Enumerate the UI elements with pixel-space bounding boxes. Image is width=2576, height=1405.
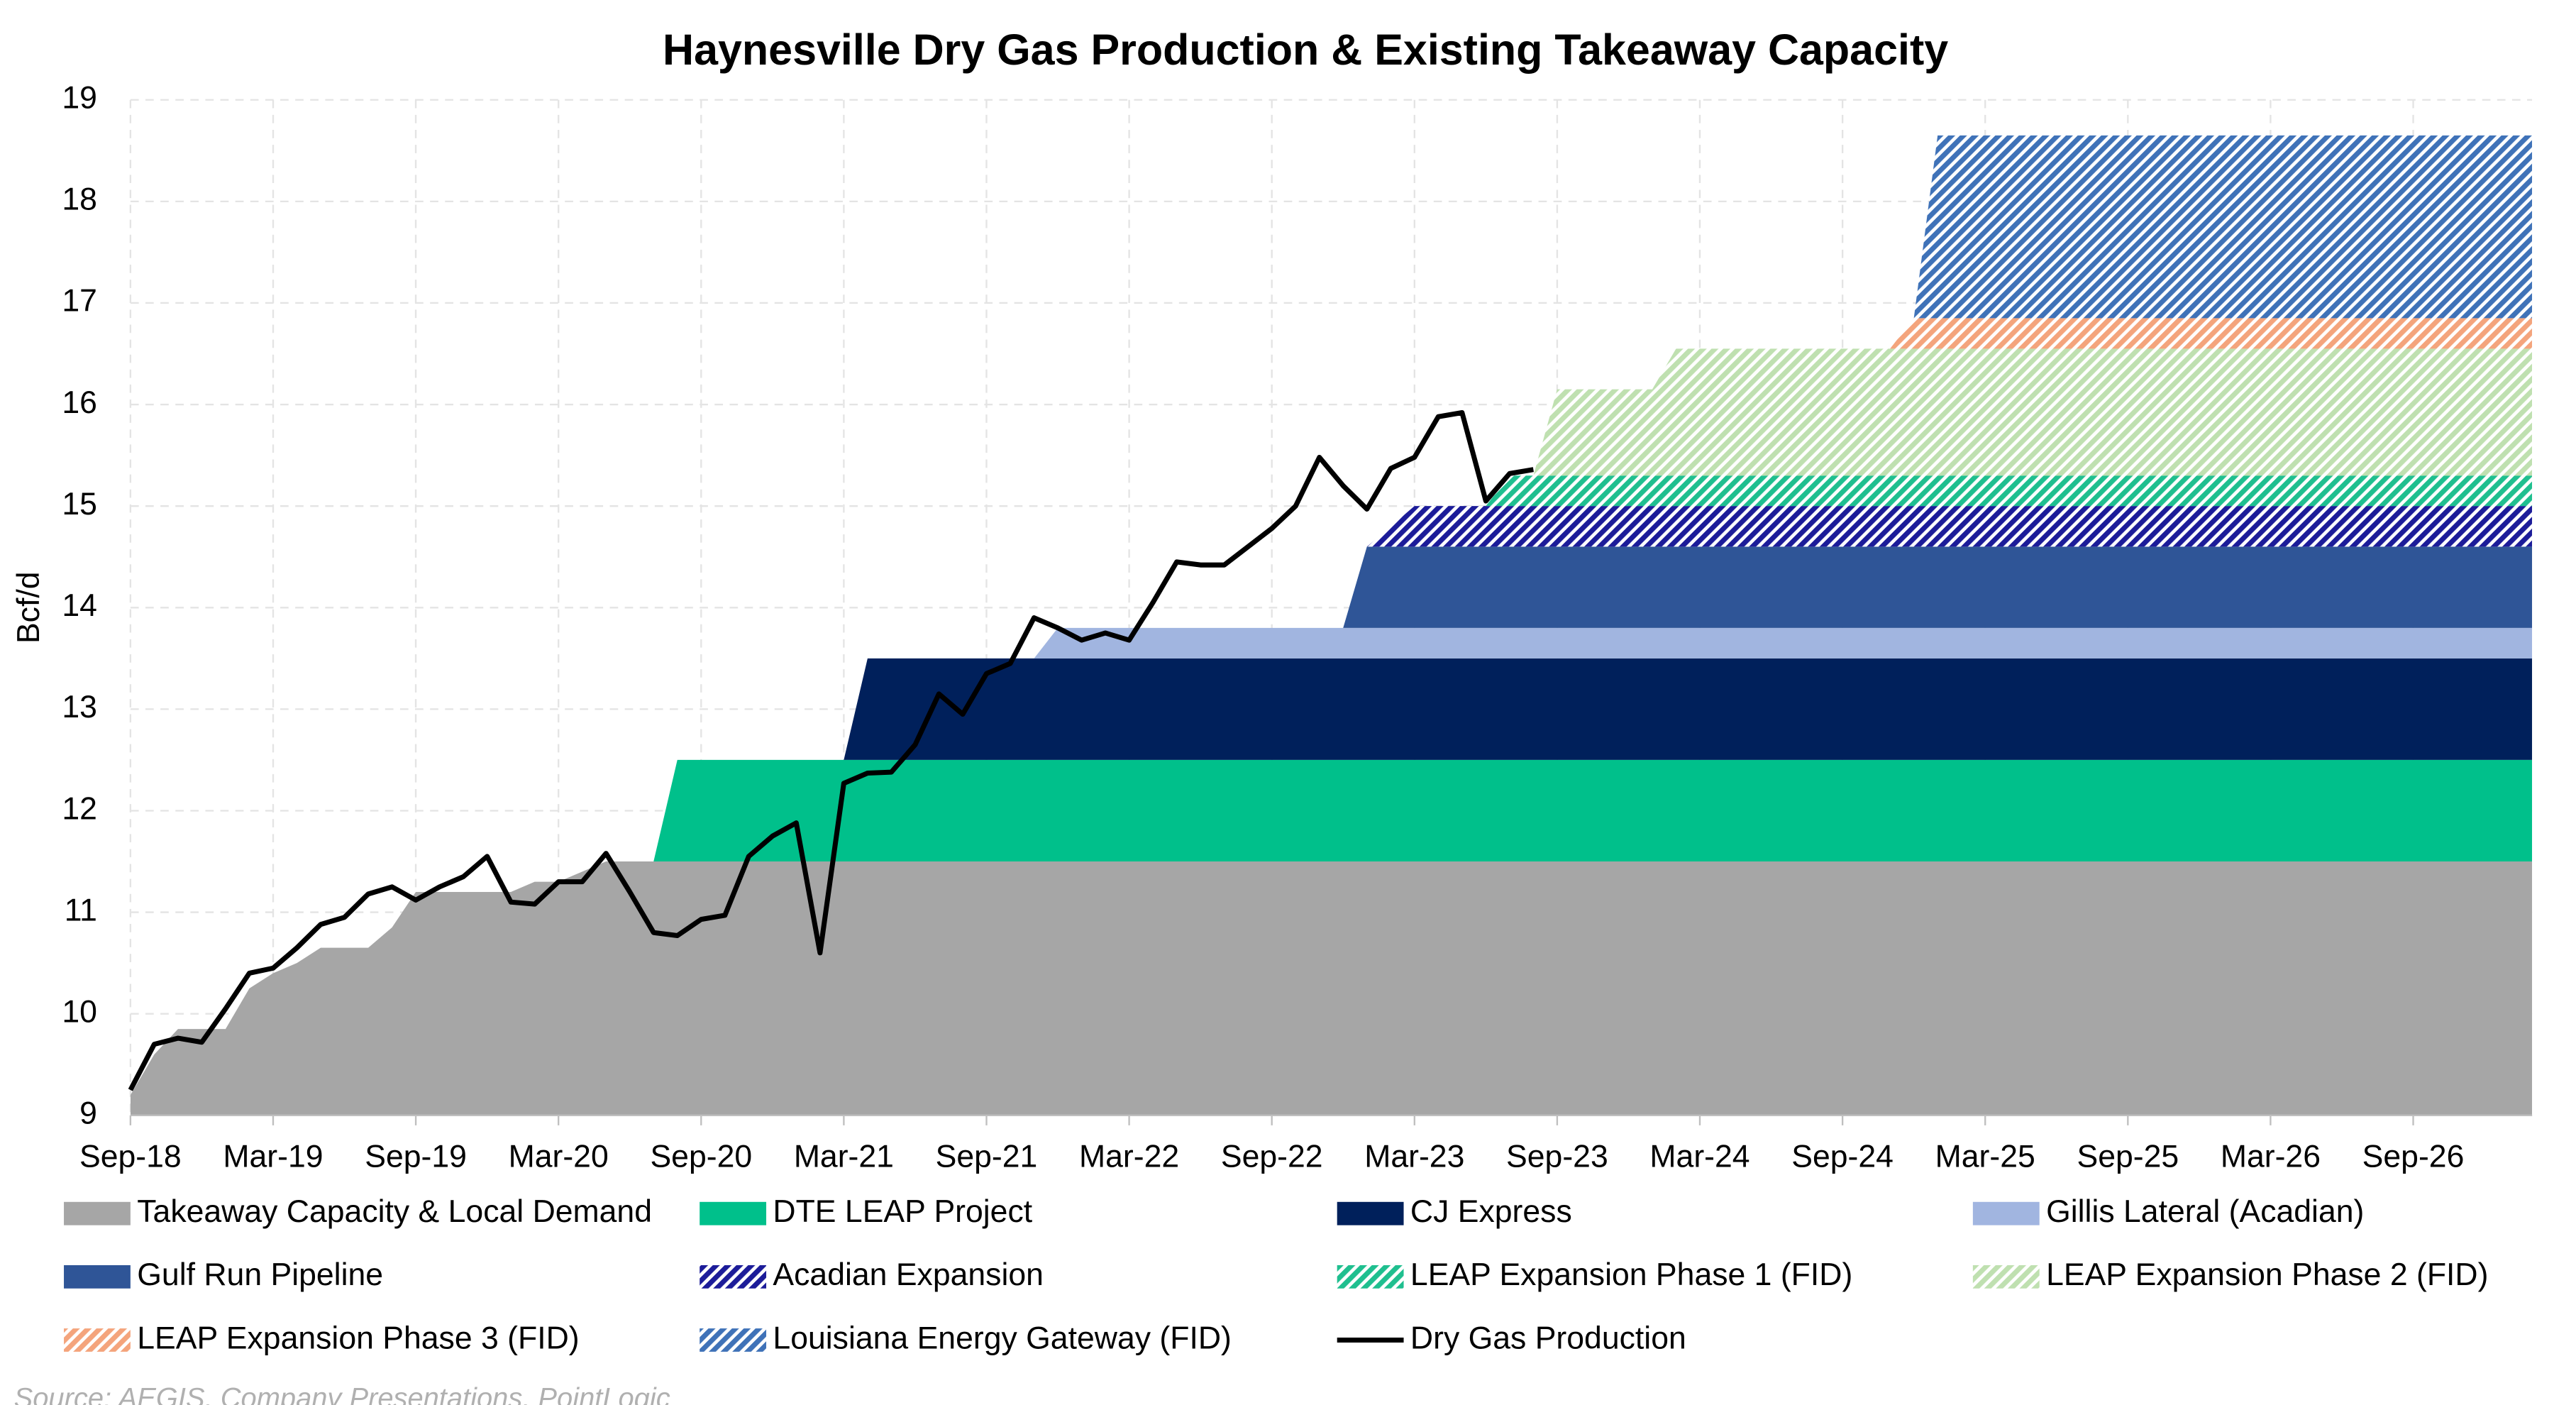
capacity-area [130, 759, 2533, 1096]
x-tick-label: Sep-25 [2077, 1140, 2179, 1174]
legend-swatch [1972, 1201, 2040, 1225]
chart-title: Haynesville Dry Gas Production & Existin… [663, 26, 1948, 74]
x-tick-label: Sep-18 [79, 1140, 182, 1174]
legend-swatch [64, 1264, 131, 1289]
legend-label: Acadian Expansion [773, 1257, 1044, 1292]
y-tick-label: 13 [62, 690, 97, 724]
y-tick-label: 10 [62, 994, 97, 1029]
capacity-area [130, 546, 2533, 1096]
y-tick-label: 11 [65, 893, 97, 927]
y-tick-label: 16 [62, 385, 97, 420]
y-tick-label: 14 [62, 588, 97, 623]
x-tick-label: Mar-22 [1079, 1140, 1179, 1174]
legend-swatch [1337, 1201, 1404, 1225]
legend-label: Louisiana Energy Gateway (FID) [773, 1321, 1231, 1355]
plot-lines [128, 410, 1534, 1091]
x-tick-label: Mar-21 [794, 1140, 894, 1174]
x-tick-label: Mar-24 [1649, 1140, 1749, 1174]
legend-label: Takeaway Capacity & Local Demand [137, 1194, 652, 1229]
legend-label: DTE LEAP Project [773, 1194, 1032, 1229]
legend-label: Dry Gas Production [1410, 1321, 1686, 1355]
legend-swatch [64, 1201, 131, 1225]
x-tick-label: Sep-24 [1791, 1140, 1894, 1174]
capacity-area [130, 135, 2533, 1096]
legend-swatch [1972, 1264, 2040, 1289]
x-tick-label: Mar-25 [1935, 1140, 2035, 1174]
legend-label: Gillis Lateral (Acadian) [2046, 1194, 2364, 1229]
legend-swatch [64, 1328, 131, 1352]
x-tick-label: Sep-23 [1506, 1140, 1608, 1174]
y-tick-label: 9 [79, 1096, 97, 1131]
y-tick-label: 15 [62, 487, 97, 522]
plot-areas [130, 135, 2533, 1115]
x-tick-label: Mar-26 [2221, 1140, 2321, 1174]
x-tick-label: Mar-20 [509, 1140, 609, 1174]
axes: 9 10 11 12 13 14 15 16 17 18 19 Sep-18 Mar-19 Sep-19 M… [62, 81, 2533, 1174]
x-tick-label: Sep-19 [365, 1140, 467, 1174]
legend-label: LEAP Expansion Phase 2 (FID) [2046, 1257, 2488, 1292]
y-tick-label: 12 [62, 791, 97, 826]
production-line [128, 410, 1534, 1091]
legend-swatch [700, 1264, 767, 1289]
x-tick-label: Sep-26 [2362, 1140, 2465, 1174]
x-tick-label: Mar-23 [1364, 1140, 1464, 1174]
source-note: Source: AEGIS, Company Presentations, Po… [14, 1382, 670, 1405]
legend-swatch [700, 1328, 767, 1352]
legend: Takeaway Capacity & Local Demand DTE LEAP… [64, 1194, 2488, 1355]
x-tick-label: Sep-21 [936, 1140, 1038, 1174]
x-tick-label: Sep-22 [1221, 1140, 1323, 1174]
x-tick-label: Sep-20 [650, 1140, 752, 1174]
y-tick-label: 17 [62, 284, 97, 319]
legend-label: Gulf Run Pipeline [137, 1257, 383, 1292]
legend-swatch [1337, 1264, 1404, 1289]
capacity-area [130, 861, 2533, 1115]
y-tick-label: 18 [62, 182, 97, 217]
capacity-area [130, 658, 2533, 1096]
y-tick-label: 19 [62, 81, 97, 116]
capacity-area [130, 348, 2533, 1096]
y-axis-title: Bcf/d [11, 571, 46, 644]
x-tick-label: Mar-19 [223, 1140, 323, 1174]
legend-label: LEAP Expansion Phase 1 (FID) [1410, 1257, 1852, 1292]
legend-label: LEAP Expansion Phase 3 (FID) [137, 1321, 579, 1355]
legend-label: CJ Express [1410, 1194, 1572, 1229]
legend-swatch [700, 1201, 767, 1225]
